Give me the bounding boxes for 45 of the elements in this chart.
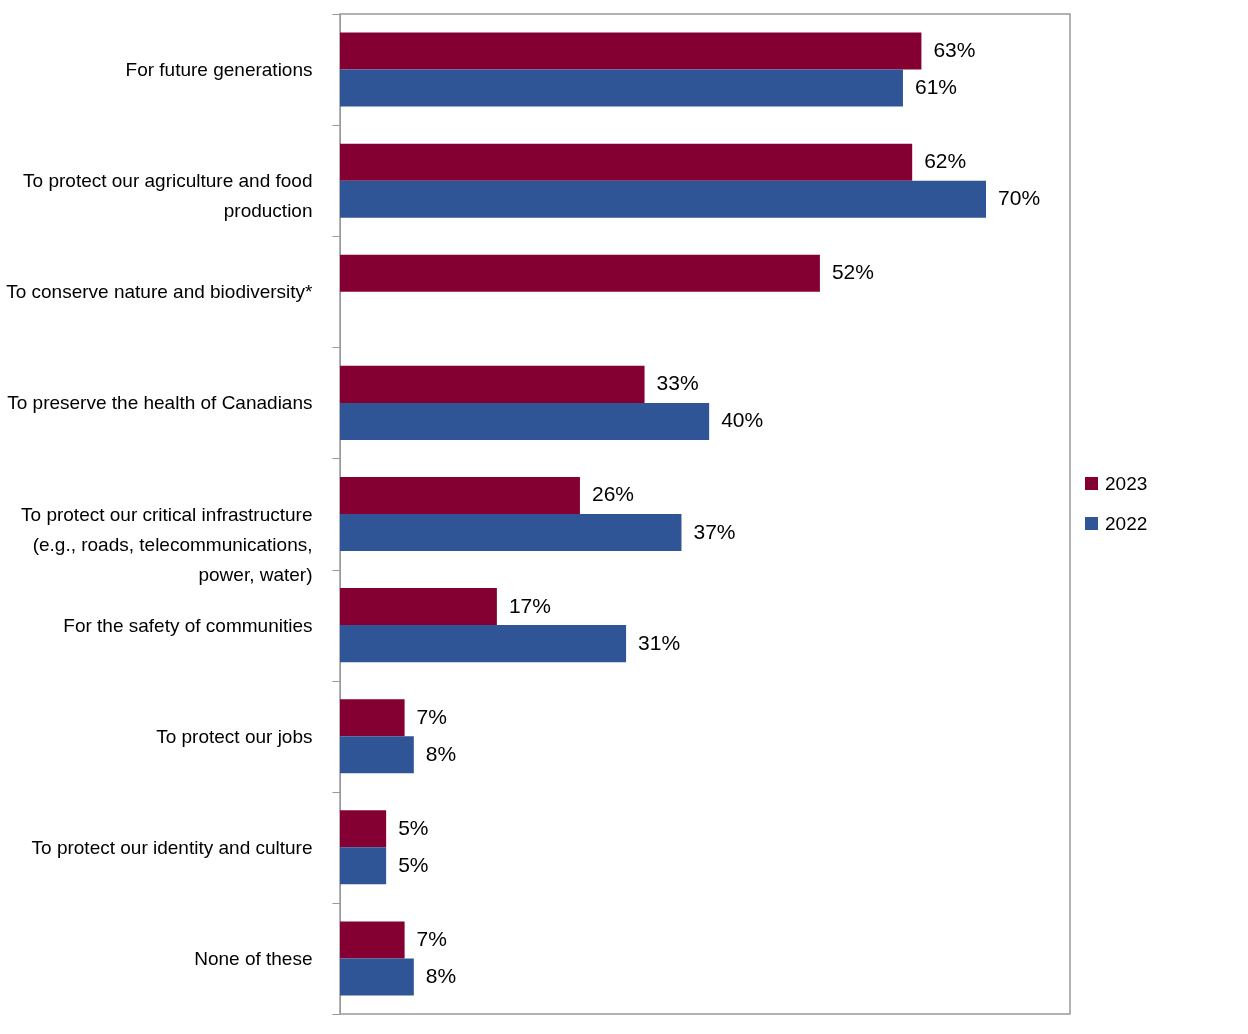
data-label: 52%	[831, 260, 874, 284]
y-tick-label: To protect our agriculture and food production	[23, 170, 313, 222]
bar	[340, 476, 580, 514]
bar	[340, 143, 913, 181]
bar	[340, 921, 405, 959]
y-tick-label: To conserve nature and biodiversity*	[6, 281, 314, 303]
data-label: 7%	[416, 704, 447, 728]
data-label: 31%	[638, 630, 681, 654]
legend-label: 2022	[1105, 512, 1148, 534]
bar	[340, 958, 414, 996]
bar	[340, 588, 497, 626]
bar	[340, 625, 627, 663]
data-label: 8%	[425, 963, 457, 987]
data-label: 33%	[656, 371, 699, 395]
bar	[340, 69, 903, 107]
data-label: 5%	[398, 815, 429, 839]
bar	[340, 32, 922, 70]
data-label: 62%	[924, 149, 967, 173]
y-tick-label: To protect our critical infrastructure (e.g., roads, telecommunications, power, water)	[21, 503, 313, 585]
data-label: 70%	[998, 186, 1041, 210]
bar	[340, 847, 387, 885]
y-tick-label: To preserve the health of Canadians	[7, 392, 313, 414]
data-label: 37%	[693, 519, 736, 543]
legend-label: 2023	[1105, 472, 1148, 494]
bar	[340, 810, 387, 848]
bar	[340, 180, 987, 218]
data-label: 7%	[416, 926, 447, 950]
y-tick-label: To protect our identity and culture	[31, 836, 313, 858]
data-label: 40%	[721, 408, 764, 432]
y-tick-label: To protect our jobs	[156, 725, 313, 747]
bar	[340, 699, 405, 737]
data-label: 26%	[591, 482, 634, 506]
data-label: 5%	[398, 852, 429, 876]
y-tick-label: None of these	[194, 947, 313, 969]
y-tick-label: For the safety of communities	[63, 614, 313, 636]
data-label: 63%	[933, 38, 976, 62]
bar	[340, 514, 682, 552]
bar	[340, 736, 414, 774]
bar	[340, 365, 645, 403]
data-label: 17%	[508, 593, 551, 617]
y-tick-label: For future generations	[125, 59, 313, 81]
bar	[340, 402, 710, 440]
data-label: 8%	[425, 741, 457, 765]
data-label: 61%	[914, 75, 957, 99]
bar	[340, 254, 820, 292]
